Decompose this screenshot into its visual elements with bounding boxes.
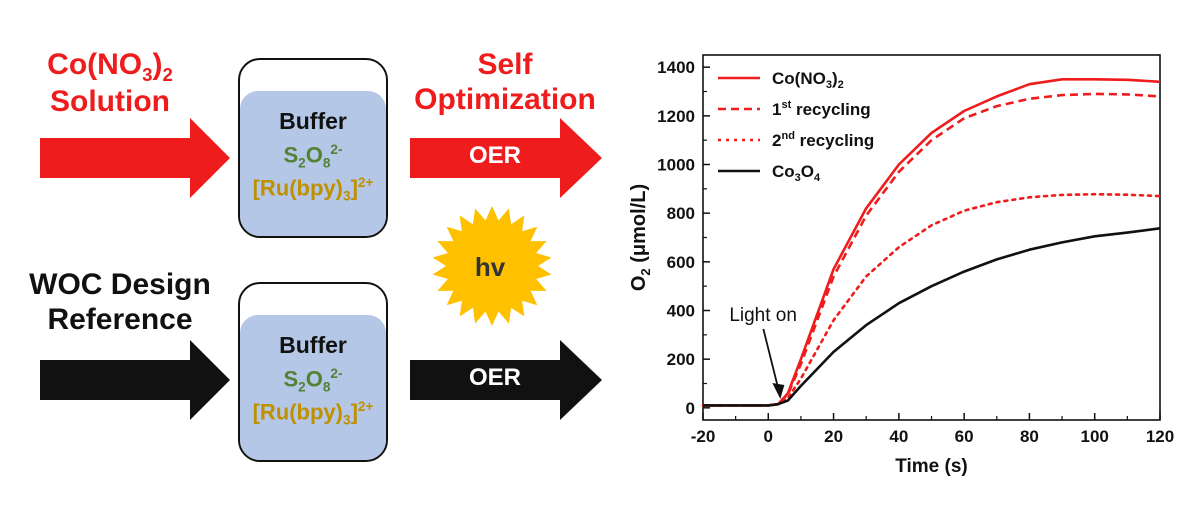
y-tick-label: 1200 [657, 107, 695, 126]
buffer-label: Buffer [279, 108, 347, 134]
y-tick-label: 1000 [657, 156, 695, 175]
series-line-2 [701, 192, 1162, 407]
x-tick-label: 120 [1146, 427, 1174, 446]
x-tick-label: 80 [1020, 427, 1039, 446]
y-tick-label: 800 [667, 204, 695, 223]
x-tick-label: 0 [764, 427, 773, 446]
buffer-label: Buffer [279, 332, 347, 358]
y-axis-label: O2 (μmol/L) [628, 184, 653, 291]
x-axis-label: Time (s) [895, 456, 968, 477]
x-tick-label: 60 [955, 427, 974, 446]
persulfate-label: S2O82- [283, 366, 343, 395]
y-tick-label: 400 [667, 302, 695, 321]
self-optimization-label: Self Optimization [414, 48, 596, 116]
legend-entry-3: Co3O4 [772, 162, 821, 184]
y-tick-label: 600 [667, 253, 695, 272]
light-on-arrow [762, 328, 781, 394]
y-tick-label: 200 [667, 350, 695, 369]
hv-label: hv [474, 252, 506, 282]
woc-design-reference-label: WOC Design Reference [29, 268, 211, 336]
x-tick-label: -20 [691, 427, 716, 446]
series-line-3 [703, 227, 1161, 407]
series-line-0 [703, 78, 1161, 407]
reaction-vessel-bottom: Buffer S2O82- [Ru(bpy)3]2+ [238, 282, 388, 462]
light-on-annotation: Light on [729, 305, 797, 326]
y-tick-label: 1400 [657, 58, 695, 77]
oer-top-label: OER [468, 142, 521, 169]
reaction-vessel-top: Buffer S2O82- [Ru(bpy)3]2+ [238, 58, 388, 238]
oer-bottom-label: OER [468, 364, 521, 391]
light-on-arrowhead [772, 382, 785, 399]
x-tick-label: 40 [889, 427, 908, 446]
y-tick-label: 0 [686, 399, 695, 418]
ruthenium-complex-label: [Ru(bpy)3]2+ [252, 175, 374, 204]
cobalt-nitrate-solution-label: Co(NO3)2 Solution [47, 48, 173, 119]
buffer-liquid [240, 315, 386, 460]
x-tick-label: 100 [1081, 427, 1109, 446]
legend-entry-2: 2nd recycling [772, 130, 874, 150]
legend-entry-1: 1st recycling [772, 99, 871, 119]
persulfate-label: S2O82- [283, 142, 343, 171]
buffer-liquid [240, 91, 386, 236]
ruthenium-complex-label: [Ru(bpy)3]2+ [252, 399, 374, 428]
x-tick-label: 20 [824, 427, 843, 446]
legend-entry-0: Co(NO3)2 [772, 69, 844, 91]
series-line-1 [703, 92, 1161, 407]
